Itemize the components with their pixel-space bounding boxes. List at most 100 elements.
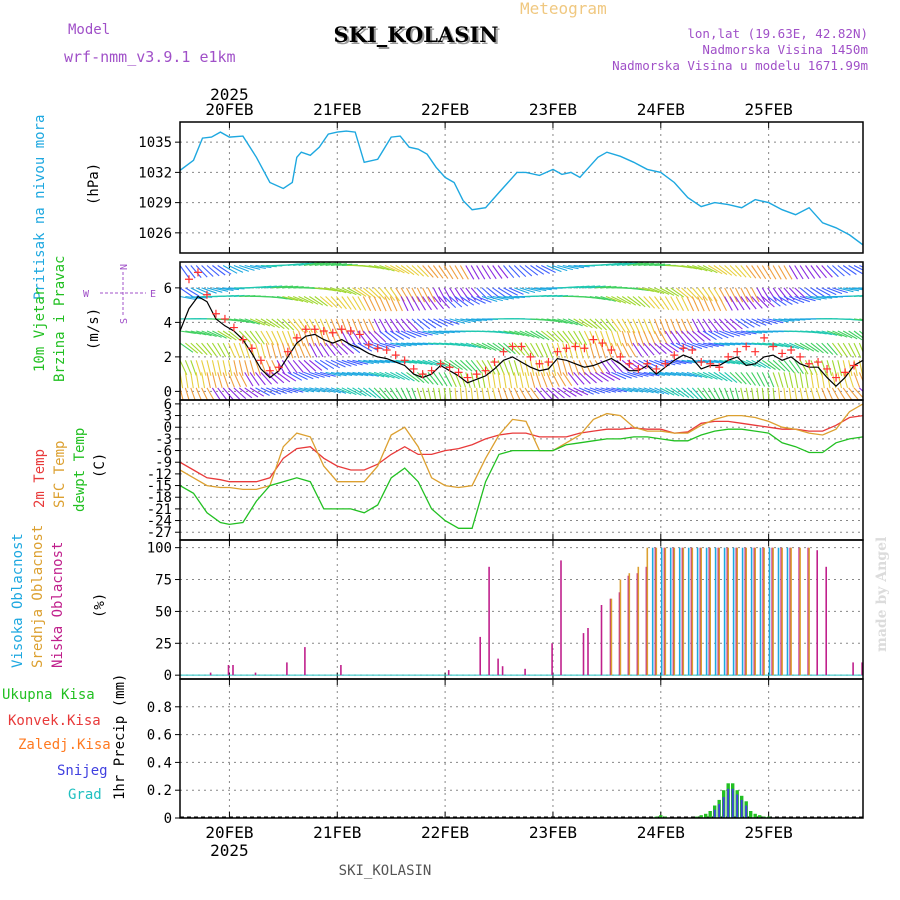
wind-barb (600, 295, 616, 302)
wind-barb (627, 342, 637, 358)
wind-barb (530, 330, 545, 340)
wind-barb (406, 265, 420, 276)
wind-barb (751, 359, 766, 369)
wind-barb (195, 287, 212, 295)
wind-barb (578, 372, 591, 385)
wind-barb (648, 387, 665, 395)
gust-marker (337, 325, 346, 334)
wind-barb (761, 296, 775, 308)
wind-barb (562, 330, 574, 345)
precip-bar (727, 788, 730, 818)
wind-barb (568, 264, 585, 269)
wind-barb (826, 372, 831, 389)
wind-barb (756, 265, 767, 280)
precip-bar (699, 815, 703, 818)
cloud-bars-visoka (651, 547, 789, 676)
wind-barb (341, 296, 352, 310)
wind-barb (465, 296, 480, 305)
wind-barb (368, 387, 382, 399)
wind-barb (853, 265, 863, 271)
y-tick-label: -12 (147, 467, 172, 483)
wind-barb (180, 287, 194, 298)
wind-barb (702, 296, 711, 312)
wind-barb (778, 359, 790, 373)
gust-marker (310, 325, 319, 334)
wind-barb (659, 342, 673, 354)
wind-barb (422, 387, 427, 400)
wind-barb (556, 360, 562, 376)
wind-barb (659, 359, 676, 366)
wind-barb (217, 287, 234, 291)
wind-barb (476, 265, 486, 280)
wind-barb (697, 330, 711, 341)
precip-bar (718, 804, 721, 818)
wind-barb (352, 296, 362, 311)
wind-barb (638, 262, 655, 267)
wind-barb (303, 296, 319, 305)
wind-barb (761, 372, 770, 388)
time-axis: 20FEB 20FEB 21FEB 21FEB 22FEB 22FEB 23FEB 23FEB… (205, 85, 792, 860)
wind-barb (330, 342, 343, 356)
wind-barb (686, 264, 703, 271)
wind-barb (853, 372, 861, 388)
wind-barb (605, 330, 612, 347)
wind-barb (406, 359, 423, 365)
wind-barb (308, 330, 315, 347)
wind-barb (222, 387, 235, 400)
ylabel-text: SFC Temp (52, 441, 68, 508)
wind-barb (265, 330, 275, 346)
wind-barb (513, 372, 518, 389)
wind-barb (335, 296, 347, 310)
gust-marker (823, 364, 832, 373)
day-label-top: 24FEB (637, 100, 685, 119)
wind-barb (503, 342, 516, 355)
wind-barb (697, 296, 705, 312)
wind-barb (411, 287, 420, 303)
wind-barb (815, 265, 827, 279)
footer-station: SKI_KOLASIN (339, 863, 432, 879)
wind-barb (244, 330, 256, 344)
wind-barb (476, 295, 492, 303)
y-tick-label: 0.6 (147, 728, 172, 744)
wind-barb (540, 387, 553, 400)
wind-barb (659, 371, 676, 377)
y-tick-label: 6 (164, 281, 172, 297)
wind-barb (799, 342, 815, 352)
wind-barb (438, 296, 451, 309)
elevation: Nadmorska Visina 1450m (702, 42, 868, 57)
wind-barb (513, 342, 526, 356)
wind-barb (184, 265, 196, 279)
wind-barb (708, 342, 725, 347)
wind-barb (681, 296, 689, 312)
wind-barb (233, 342, 241, 359)
panel-cloud-data (180, 547, 863, 676)
wind-barb (724, 387, 730, 400)
wind-barb (578, 360, 586, 376)
wind-barb (610, 318, 622, 333)
wind-barb (643, 387, 659, 394)
wind-barb (756, 318, 773, 326)
wind-barb (438, 387, 442, 400)
wind-barb (524, 287, 541, 293)
wind-barb (319, 359, 335, 370)
wind-barb (719, 359, 736, 365)
wind-barb (594, 318, 607, 331)
wind-barb (222, 372, 229, 388)
wind-barb (357, 296, 367, 311)
wind-barb (724, 330, 740, 337)
wind-barb (217, 342, 227, 358)
ylabel-unit: (m/s) (86, 308, 102, 350)
wind-barb (702, 318, 713, 333)
wind-barb (686, 287, 699, 300)
wind-barb (670, 387, 685, 398)
wind-barb (460, 318, 477, 323)
wind-barb (708, 265, 723, 275)
wind-barb (859, 295, 863, 298)
gust-marker (805, 359, 814, 368)
wind-barb (788, 265, 798, 280)
wind-barb (648, 296, 660, 310)
wind-barb (222, 342, 231, 358)
y-tick-label: -3 (155, 432, 172, 448)
wind-barb (471, 342, 487, 350)
temp-ylabel-1: SFC Temp (52, 441, 68, 508)
